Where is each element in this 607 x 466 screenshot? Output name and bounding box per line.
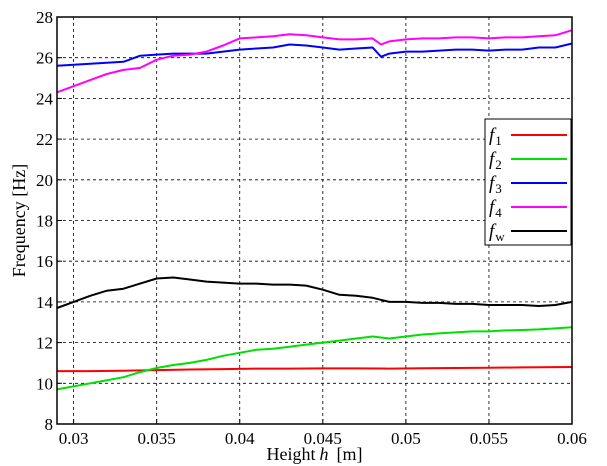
series-line-fw	[56, 276, 573, 309]
y-tick-label: 28	[36, 8, 53, 27]
series-line-f3	[56, 42, 573, 67]
grid-lines	[57, 17, 572, 424]
series-line-f1	[57, 366, 573, 373]
y-tick-label: 10	[36, 374, 53, 393]
legend-label-f3: f3	[489, 173, 502, 196]
series-line-f2	[56, 326, 573, 391]
x-tick-label: 0.04	[225, 429, 255, 448]
x-axis-label-var: h	[320, 444, 329, 464]
axis-ticks: 0.03 0.035 0.04 0.045 0.05 0.055 0.06 8 10 12 14 16…	[36, 8, 587, 448]
y-tick-label: 12	[36, 334, 53, 353]
y-tick-label: 8	[45, 415, 54, 434]
x-tick-label: 0.06	[557, 429, 587, 448]
x-tick-label: 0.03	[59, 429, 89, 448]
y-tick-label: 20	[36, 171, 53, 190]
y-tick-label: 16	[36, 252, 53, 271]
legend-label-f2: f2	[489, 149, 502, 172]
y-axis-label: Frequency [Hz]	[9, 164, 29, 277]
y-tick-label: 26	[36, 49, 53, 68]
x-tick-label: 0.055	[470, 429, 508, 448]
axis-labels: Height h [m] Frequency [Hz]	[9, 164, 363, 464]
x-tick-label: 0.05	[391, 429, 421, 448]
legend-label-f1: f1	[489, 125, 502, 148]
x-tick-label: 0.035	[138, 429, 176, 448]
x-axis-label: Height h [m]	[267, 444, 363, 464]
x-axis-label-unit: [m]	[337, 444, 363, 464]
y-tick-label: 22	[36, 130, 53, 149]
series-lines	[56, 29, 573, 391]
x-tick-label: 0.045	[304, 429, 342, 448]
y-tick-label: 14	[36, 293, 54, 312]
series-line-f4	[56, 29, 573, 94]
y-tick-label: 24	[36, 89, 54, 108]
legend-label-fw: fw	[489, 221, 505, 244]
y-tick-label: 18	[36, 212, 53, 231]
legend-label-f4: f4	[489, 197, 502, 220]
x-axis-label-text: Height	[267, 444, 316, 464]
